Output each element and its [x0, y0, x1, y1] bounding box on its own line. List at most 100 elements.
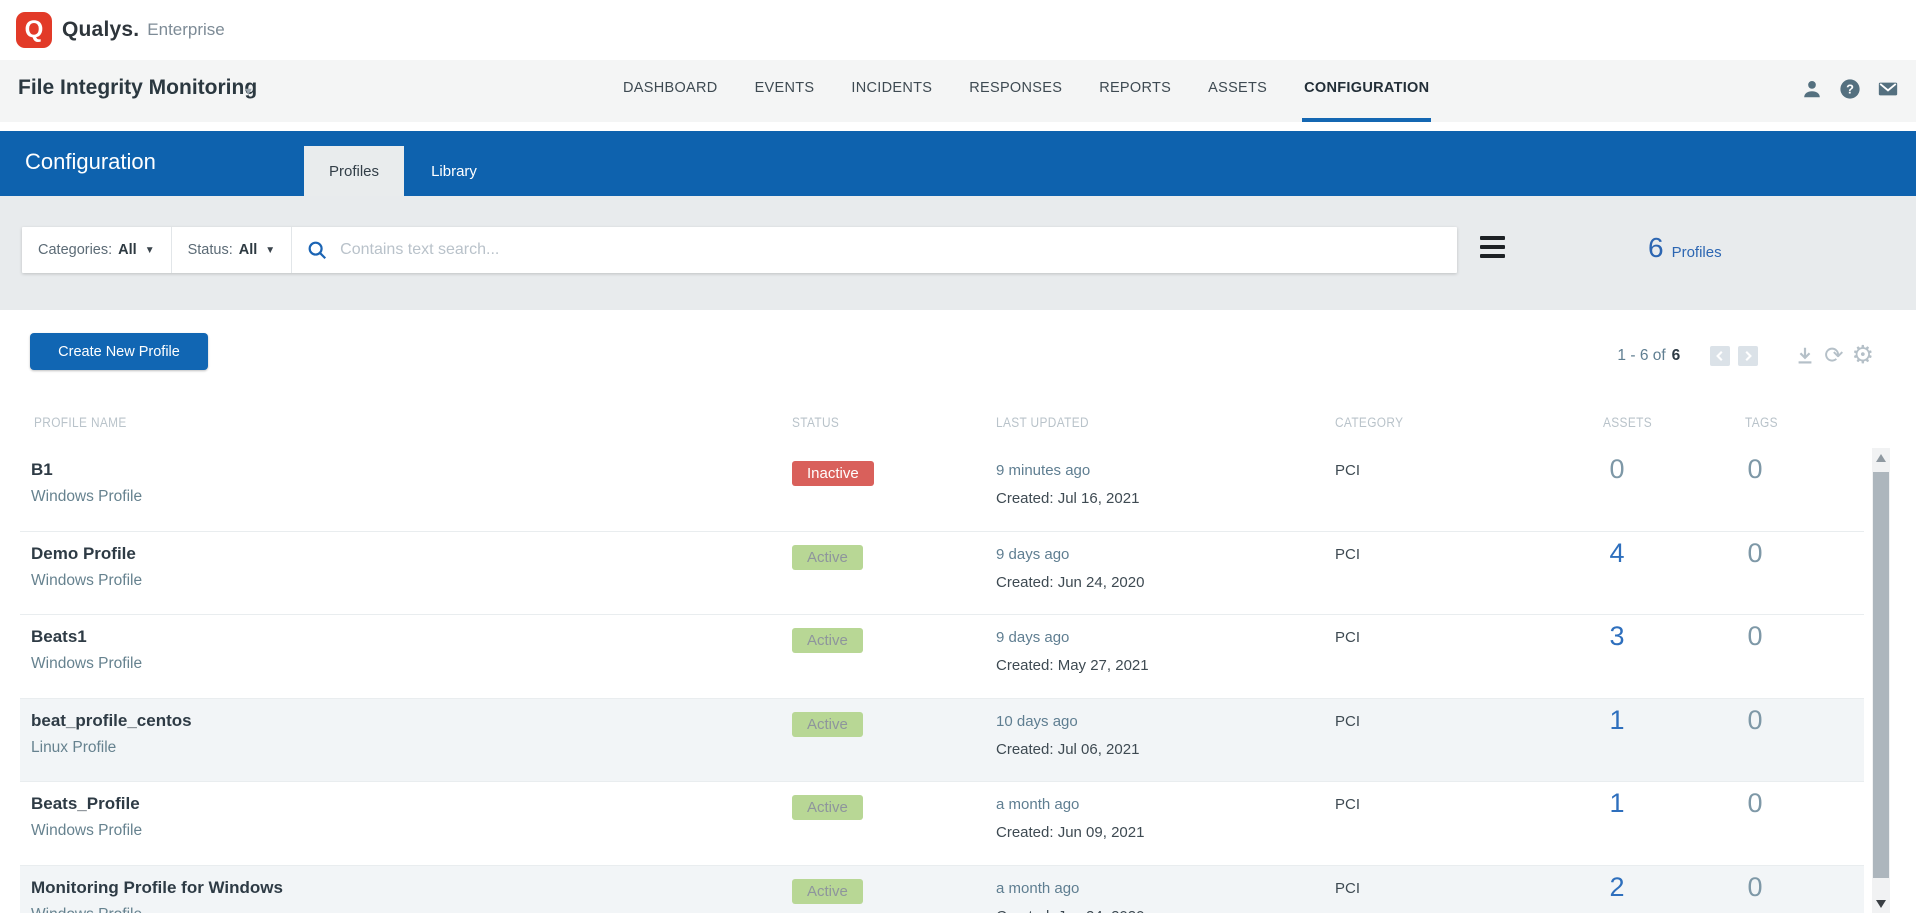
page-title: Configuration: [25, 149, 156, 174]
created-date: Created: Jul 16, 2021: [996, 490, 1140, 507]
module-header: File Integrity Monitoring ▼ DASHBOARD EV…: [0, 60, 1916, 122]
table-row[interactable]: Beats1 Windows Profile Active 9 days ago…: [20, 615, 1864, 699]
top-header: Q Qualys. Enterprise: [0, 0, 1916, 60]
assets-count[interactable]: 0: [1609, 454, 1625, 484]
nav-dashboard[interactable]: DASHBOARD: [623, 80, 718, 96]
next-page-button[interactable]: [1738, 345, 1759, 366]
svg-text:?: ?: [1846, 82, 1854, 97]
profile-name[interactable]: beat_profile_centos: [31, 710, 192, 730]
module-dropdown-caret-icon[interactable]: ▼: [243, 86, 254, 98]
created-date: Created: Jun 09, 2021: [996, 824, 1145, 841]
tab-profiles[interactable]: Profiles: [304, 146, 404, 196]
tags-count[interactable]: 0: [1747, 537, 1763, 568]
categories-filter-dropdown[interactable]: Categories: All ▼: [22, 227, 172, 273]
tags-count[interactable]: 0: [1747, 704, 1763, 735]
last-updated-link[interactable]: a month ago: [996, 796, 1080, 813]
assets-count[interactable]: 1: [1609, 704, 1625, 735]
created-date: Created: Jul 06, 2021: [996, 740, 1140, 758]
mail-icon[interactable]: [1876, 77, 1900, 101]
profile-name[interactable]: Beats_Profile: [31, 794, 140, 813]
table-row[interactable]: Monitoring Profile for Windows Windows P…: [20, 865, 1864, 913]
profile-name[interactable]: Monitoring Profile for Windows: [31, 877, 283, 897]
chevron-down-icon: ▼: [144, 244, 155, 256]
categories-filter-value: All: [118, 242, 137, 258]
status-filter-dropdown[interactable]: Status: All ▼: [172, 227, 293, 273]
pagination-total: 6: [1671, 346, 1681, 364]
column-header-assets[interactable]: ASSETS: [1603, 415, 1652, 430]
column-header-last-updated[interactable]: LAST UPDATED: [996, 415, 1089, 430]
last-updated-link[interactable]: 9 days ago: [996, 629, 1070, 646]
chevron-down-icon: ▼: [265, 244, 276, 256]
assets-count[interactable]: 4: [1609, 537, 1625, 568]
page-tabs: Profiles Library: [304, 146, 504, 196]
table-row[interactable]: B1 Windows Profile Inactive 9 minutes ag…: [20, 448, 1864, 532]
profile-type: Windows Profile: [31, 655, 143, 672]
scrollbar-thumb[interactable]: [1873, 472, 1889, 878]
user-icon[interactable]: [1800, 77, 1824, 101]
table-row[interactable]: Demo Profile Windows Profile Active 9 da…: [20, 531, 1864, 615]
nav-responses[interactable]: RESPONSES: [969, 80, 1063, 96]
tags-count[interactable]: 0: [1747, 871, 1763, 902]
module-title[interactable]: File Integrity Monitoring: [18, 76, 258, 99]
last-updated-link[interactable]: a month ago: [996, 879, 1080, 897]
column-header-tags[interactable]: TAGS: [1745, 415, 1778, 430]
status-badge: Active: [792, 795, 863, 820]
table-row[interactable]: beat_profile_centos Linux Profile Active…: [20, 698, 1864, 782]
assets-count[interactable]: 3: [1609, 621, 1625, 651]
tags-count[interactable]: 0: [1747, 788, 1763, 818]
assets-count[interactable]: 2: [1609, 871, 1625, 902]
menu-icon[interactable]: [1480, 236, 1505, 258]
qualys-logo-icon: Q: [16, 12, 52, 48]
last-updated-link[interactable]: 9 days ago: [996, 545, 1070, 563]
search-input[interactable]: [340, 241, 1443, 259]
pagination-range: 1 - 6 of: [1617, 346, 1666, 364]
status-filter-label: Status:: [187, 242, 233, 258]
download-icon[interactable]: [1794, 345, 1816, 367]
column-header-category[interactable]: CATEGORY: [1335, 415, 1404, 430]
vertical-scrollbar[interactable]: [1872, 448, 1890, 913]
scroll-up-icon[interactable]: [1876, 454, 1886, 462]
main-content: Create New Profile 1 - 6 of 6 ⟳ ⚙ PROFIL…: [0, 310, 1916, 913]
search-segment: [292, 227, 1457, 273]
last-updated-link[interactable]: 10 days ago: [996, 712, 1078, 730]
settings-gear-icon[interactable]: ⚙: [1851, 341, 1874, 369]
profile-type: Windows Profile: [31, 906, 142, 913]
nav-incidents[interactable]: INCIDENTS: [851, 80, 933, 96]
page-banner: Configuration Profiles Library: [0, 131, 1916, 196]
category-value: PCI: [1335, 796, 1361, 813]
last-updated-link[interactable]: 9 minutes ago: [996, 462, 1091, 479]
created-date: Created: May 27, 2021: [996, 657, 1149, 674]
nav-configuration[interactable]: CONFIGURATION: [1302, 60, 1432, 122]
category-value: PCI: [1335, 462, 1361, 479]
assets-count[interactable]: 1: [1609, 788, 1625, 818]
profiles-table: PROFILE NAME STATUS LAST UPDATED CATEGOR…: [20, 405, 1864, 913]
tags-count[interactable]: 0: [1747, 621, 1763, 651]
nav-assets[interactable]: ASSETS: [1208, 80, 1268, 96]
status-badge: Active: [792, 628, 863, 653]
column-header-profile-name[interactable]: PROFILE NAME: [34, 415, 127, 430]
filter-bar: Categories: All ▼ Status: All ▼: [22, 227, 1457, 273]
profile-table-body: B1 Windows Profile Inactive 9 minutes ag…: [20, 448, 1864, 913]
category-value: PCI: [1335, 545, 1361, 563]
nav-events[interactable]: EVENTS: [754, 80, 815, 96]
column-header-status[interactable]: STATUS: [792, 415, 840, 430]
tags-count[interactable]: 0: [1747, 454, 1763, 484]
profile-name[interactable]: Demo Profile: [31, 543, 136, 563]
help-icon[interactable]: ?: [1838, 77, 1862, 101]
profiles-count-value: 6: [1648, 232, 1664, 263]
nav-reports[interactable]: REPORTS: [1099, 80, 1172, 96]
profile-name[interactable]: Beats1: [31, 627, 87, 646]
tab-library[interactable]: Library: [431, 162, 477, 180]
created-date: Created: Jun 24, 2020: [996, 573, 1145, 591]
table-row[interactable]: Beats_Profile Windows Profile Active a m…: [20, 782, 1864, 866]
category-value: PCI: [1335, 712, 1361, 730]
category-value: PCI: [1335, 629, 1361, 646]
profile-type: Windows Profile: [31, 488, 143, 505]
profile-name[interactable]: B1: [31, 460, 53, 479]
previous-page-button[interactable]: [1710, 345, 1731, 366]
scroll-down-icon[interactable]: [1876, 900, 1886, 908]
create-new-profile-button[interactable]: Create New Profile: [30, 333, 208, 370]
created-date: Created: Jun 24, 2020: [996, 908, 1144, 913]
refresh-icon[interactable]: ⟳: [1824, 342, 1844, 368]
